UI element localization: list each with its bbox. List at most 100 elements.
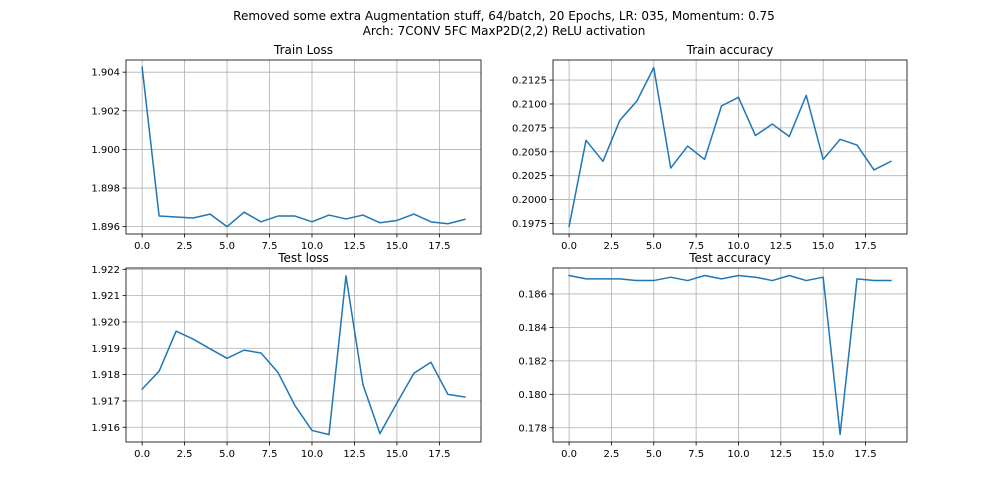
test-loss-data-point <box>294 404 296 406</box>
test-accuracy-y-tick-label: 0.182 <box>518 356 547 367</box>
test-loss-series-line <box>141 275 466 436</box>
train-loss-x-tick-label: 7.5 <box>262 241 278 252</box>
train-loss-data-point <box>396 219 398 221</box>
test-loss-data-point <box>277 371 279 373</box>
test-accuracy-data-point <box>720 278 722 280</box>
test-loss-x-tick-label: 15.0 <box>386 449 408 460</box>
test-accuracy-data-point <box>619 278 621 280</box>
train-accuracy-y-tick-label: 0.2125 <box>512 76 547 87</box>
test-accuracy-x-tick-label: 2.5 <box>603 449 619 460</box>
train-accuracy-y-tick-label: 0.2000 <box>512 195 547 206</box>
train-loss-data-point <box>311 221 313 223</box>
test-accuracy-data-point <box>822 276 824 278</box>
test-loss-y-tick-label: 1.918 <box>91 370 120 381</box>
test-accuracy-y-tick-label: 0.178 <box>518 423 547 434</box>
train-loss-data-point <box>464 218 466 220</box>
train-accuracy-data-point <box>771 123 773 125</box>
test-loss-y-tick-label: 1.921 <box>91 291 120 302</box>
train-accuracy-data-point <box>670 167 672 169</box>
test-loss-y-tick-label: 1.919 <box>91 344 120 355</box>
train-loss-x-tick-label: 12.5 <box>343 241 365 252</box>
test-accuracy-axes-frame <box>552 267 908 443</box>
test-accuracy-y-tick-label: 0.186 <box>518 289 547 300</box>
test-loss-data-point <box>430 361 432 363</box>
train-accuracy-series-line <box>568 66 892 228</box>
train-accuracy-data-point <box>568 225 570 227</box>
test-loss-data-point <box>447 393 449 395</box>
test-accuracy-x-tick-label: 10.0 <box>727 449 749 460</box>
test-accuracy-subplot: Test accuracy 0.0 2.5 5.0 7.5 10.0 12.5 15.0 17.… <box>518 251 908 460</box>
test-accuracy-data-point <box>703 274 705 276</box>
test-loss-data-point <box>464 396 466 398</box>
test-accuracy-x-tick-label: 12.5 <box>770 449 792 460</box>
train-accuracy-data-point <box>720 105 722 107</box>
test-accuracy-data-point <box>686 279 688 281</box>
test-accuracy-data-point <box>788 274 790 276</box>
train-accuracy-x-tick-label: 0.0 <box>561 241 577 252</box>
test-accuracy-data-point <box>771 279 773 281</box>
train-accuracy-subplot: Train accuracy 0.0 2.5 5.0 7.5 10.0 12.5 15.0 17… <box>512 43 908 252</box>
train-accuracy-data-point <box>653 66 655 68</box>
test-accuracy-data-point <box>585 278 587 280</box>
train-accuracy-data-point <box>636 100 638 102</box>
test-accuracy-x-tick-label: 5.0 <box>646 449 662 460</box>
figure-title-line1: Removed some extra Augmentation stuff, 6… <box>233 9 775 23</box>
train-accuracy-data-point <box>873 169 875 171</box>
train-accuracy-x-tick-label: 7.5 <box>688 241 704 252</box>
test-loss-data-point <box>175 330 177 332</box>
test-loss-data-point <box>209 348 211 350</box>
test-accuracy-data-point <box>653 279 655 281</box>
test-accuracy-x-tick-label: 0.0 <box>561 449 577 460</box>
train-accuracy-x-tick-label: 17.5 <box>854 241 876 252</box>
train-accuracy-data-point <box>737 96 739 98</box>
test-loss-data-point <box>345 275 347 277</box>
test-accuracy-x-tick-label: 7.5 <box>688 449 704 460</box>
test-loss-data-point <box>328 433 330 435</box>
train-accuracy-data-point <box>805 94 807 96</box>
test-accuracy-data-point <box>670 276 672 278</box>
train-loss-data-point <box>260 221 262 223</box>
train-loss-data-point <box>362 214 364 216</box>
test-accuracy-data-point <box>568 274 570 276</box>
test-accuracy-series-line <box>568 274 892 436</box>
train-accuracy-x-tick-label: 2.5 <box>603 241 619 252</box>
figure-title-line2: Arch: 7CONV 5FC MaxP2D(2,2) ReLU activat… <box>363 24 646 38</box>
train-loss-y-tick-label: 1.898 <box>91 184 120 195</box>
train-loss-data-point <box>328 214 330 216</box>
test-accuracy-data-point <box>873 279 875 281</box>
train-accuracy-data-point <box>839 138 841 140</box>
train-accuracy-y-tick-label: 0.1975 <box>512 219 547 230</box>
test-accuracy-data-point <box>856 278 858 280</box>
test-loss-y-tick-label: 1.920 <box>91 317 120 328</box>
train-loss-data-point <box>447 223 449 225</box>
test-loss-data-point <box>362 383 364 385</box>
test-accuracy-y-tick-label: 0.184 <box>518 323 547 334</box>
train-loss-x-tick-label: 0.0 <box>134 241 150 252</box>
test-accuracy-data-point <box>754 276 756 278</box>
test-loss-data-point <box>243 349 245 351</box>
train-accuracy-y-tick-label: 0.2050 <box>512 147 547 158</box>
test-accuracy-x-tick-label: 15.0 <box>812 449 834 460</box>
train-accuracy-data-point <box>822 158 824 160</box>
train-accuracy-x-tick-label: 15.0 <box>812 241 834 252</box>
train-accuracy-x-tick-label: 10.0 <box>727 241 749 252</box>
train-accuracy-y-tick-label: 0.2025 <box>512 171 547 182</box>
train-accuracy-y-tick-label: 0.2100 <box>512 99 547 110</box>
train-accuracy-axes-frame <box>552 59 908 235</box>
train-loss-data-point <box>141 66 143 68</box>
test-loss-data-point <box>311 429 313 431</box>
test-loss-data-point <box>192 338 194 340</box>
train-accuracy-data-point <box>856 144 858 146</box>
test-loss-data-point <box>396 402 398 404</box>
train-loss-axes-frame <box>125 59 482 235</box>
train-loss-data-point <box>277 215 279 217</box>
test-loss-x-tick-label: 12.5 <box>343 449 365 460</box>
train-loss-data-point <box>209 213 211 215</box>
train-loss-data-point <box>294 215 296 217</box>
train-loss-y-tick-label: 1.902 <box>91 106 120 117</box>
test-loss-x-tick-label: 0.0 <box>134 449 150 460</box>
train-accuracy-data-point <box>602 160 604 162</box>
test-loss-x-tick-label: 10.0 <box>301 449 323 460</box>
train-accuracy-data-point <box>619 119 621 121</box>
